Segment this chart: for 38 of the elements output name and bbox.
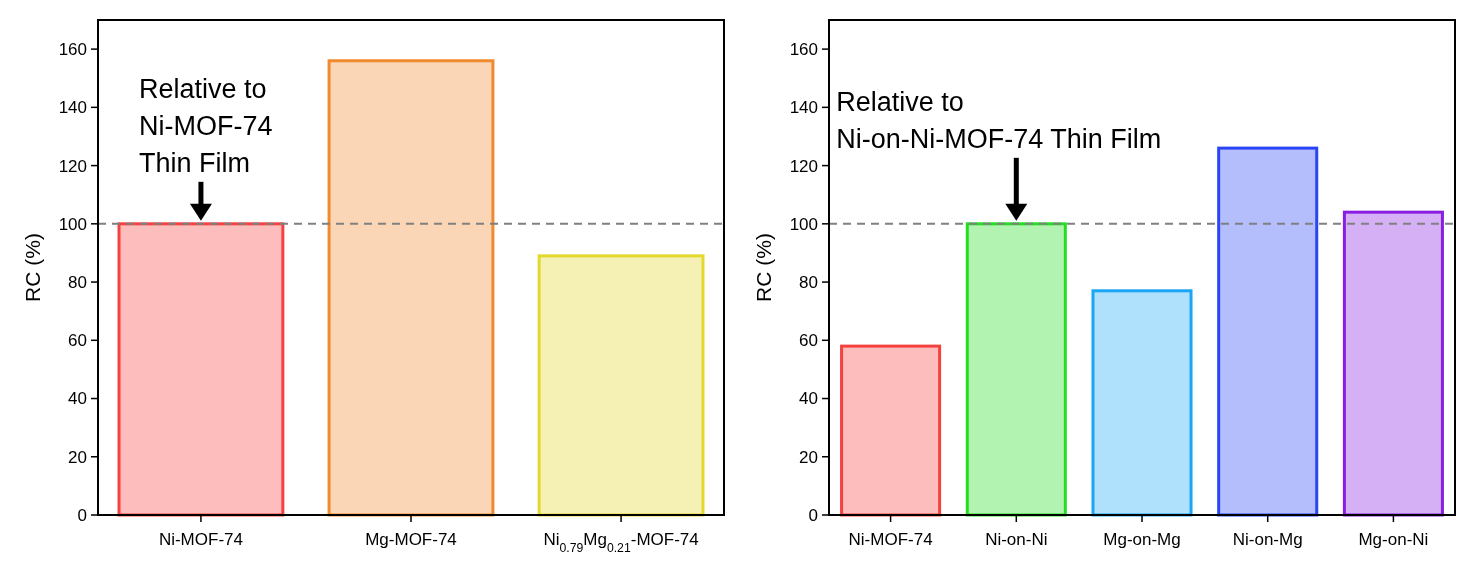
annotation: Relative to Ni-on-Ni-MOF-74 Thin Film	[836, 86, 1162, 154]
y-tick-label: 40	[799, 389, 818, 409]
y-tick-label: 20	[799, 447, 818, 467]
x-tick-label: Ni-on-Ni	[985, 530, 1048, 549]
y-tick-label: 0	[77, 505, 87, 525]
y-tick-label: 120	[789, 156, 818, 176]
x-tick-label: Mg-on-Ni	[1358, 530, 1429, 549]
x-tick-label: Ni$_{0.79}$Mg$_{0.21}$-MOF-74	[543, 530, 699, 555]
y-tick-label: 40	[68, 389, 87, 409]
bar	[327, 59, 495, 517]
y-tick-label: 80	[68, 273, 87, 293]
bar	[965, 222, 1067, 517]
y-tick-label: 120	[58, 156, 87, 176]
y-tick-label: 100	[58, 214, 87, 234]
y-tick-label: 100	[789, 214, 818, 234]
y-axis-title: RC (%)	[21, 233, 44, 302]
y-tick-label: 80	[799, 273, 818, 293]
y-tick-label: 160	[789, 40, 818, 60]
y-tick-label: 140	[789, 98, 818, 118]
bar	[537, 254, 705, 517]
bar	[1091, 289, 1193, 517]
x-tick-label: Mg-MOF-74	[365, 530, 457, 549]
y-axis-title: RC (%)	[752, 233, 775, 302]
y-tick-label: 20	[68, 447, 87, 467]
y-tick-label: 160	[58, 40, 87, 60]
y-tick-label: 140	[58, 98, 87, 118]
x-tick-label: Ni-on-Mg	[1232, 530, 1303, 549]
y-tick-label: 60	[799, 331, 818, 351]
x-tick-label: Mg-on-Mg	[1103, 530, 1181, 549]
annotation: Relative to Ni-MOF-74 Thin Film	[138, 73, 273, 178]
y-tick-label: 0	[808, 505, 818, 525]
y-tick-label: 60	[68, 331, 87, 351]
bar	[1217, 146, 1319, 517]
x-tick-label: Ni-MOF-74	[848, 530, 933, 549]
bar	[840, 344, 942, 517]
bar	[117, 222, 285, 517]
x-tick-label: Ni-MOF-74	[158, 530, 243, 549]
bar	[1342, 210, 1444, 517]
